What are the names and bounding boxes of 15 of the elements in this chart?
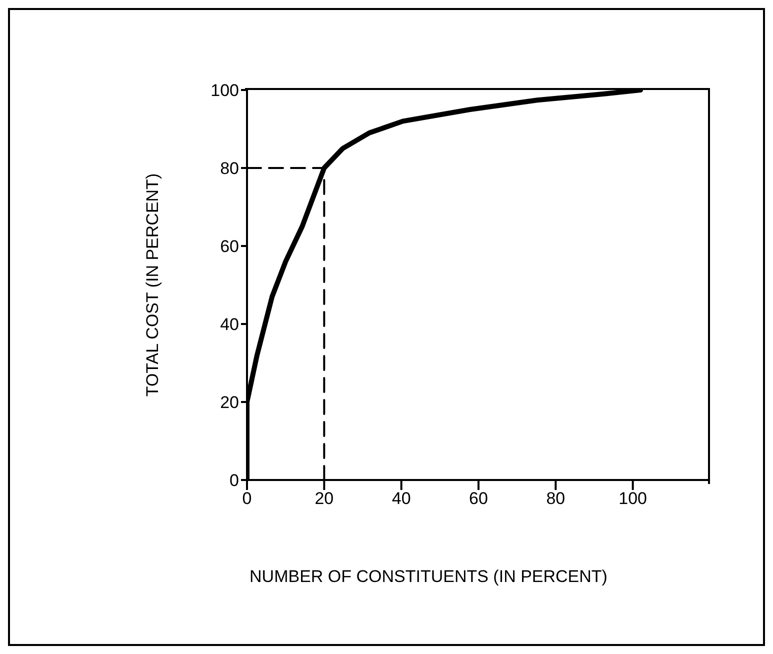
y-tick-label: 20	[220, 393, 239, 412]
y-tick-label: 100	[210, 81, 239, 100]
x-tick-label: 40	[392, 489, 411, 508]
x-tick-label: 0	[242, 489, 252, 508]
x-tick-label: 60	[469, 489, 488, 508]
x-tick-label: 80	[546, 489, 566, 508]
page-border: 0 20 40 60 80 100 NUMBER OF CONSTITUENTS (IN PERCENT) 0 20 40 60 80 100 TOTAL COST (IN PERCENT)	[8, 8, 765, 646]
y-axis-title: TOTAL COST (IN PERCENT)	[143, 173, 162, 397]
y-tick-label: 40	[220, 315, 239, 334]
y-tick-label: 0	[230, 471, 239, 490]
x-axis-title: NUMBER OF CONSTITUENTS (IN PERCENT)	[250, 567, 608, 586]
x-tick-label: 20	[314, 489, 334, 508]
y-tick-label: 80	[220, 159, 239, 178]
y-tick-label: 60	[220, 237, 239, 256]
x-tick-label: 100	[618, 489, 648, 508]
